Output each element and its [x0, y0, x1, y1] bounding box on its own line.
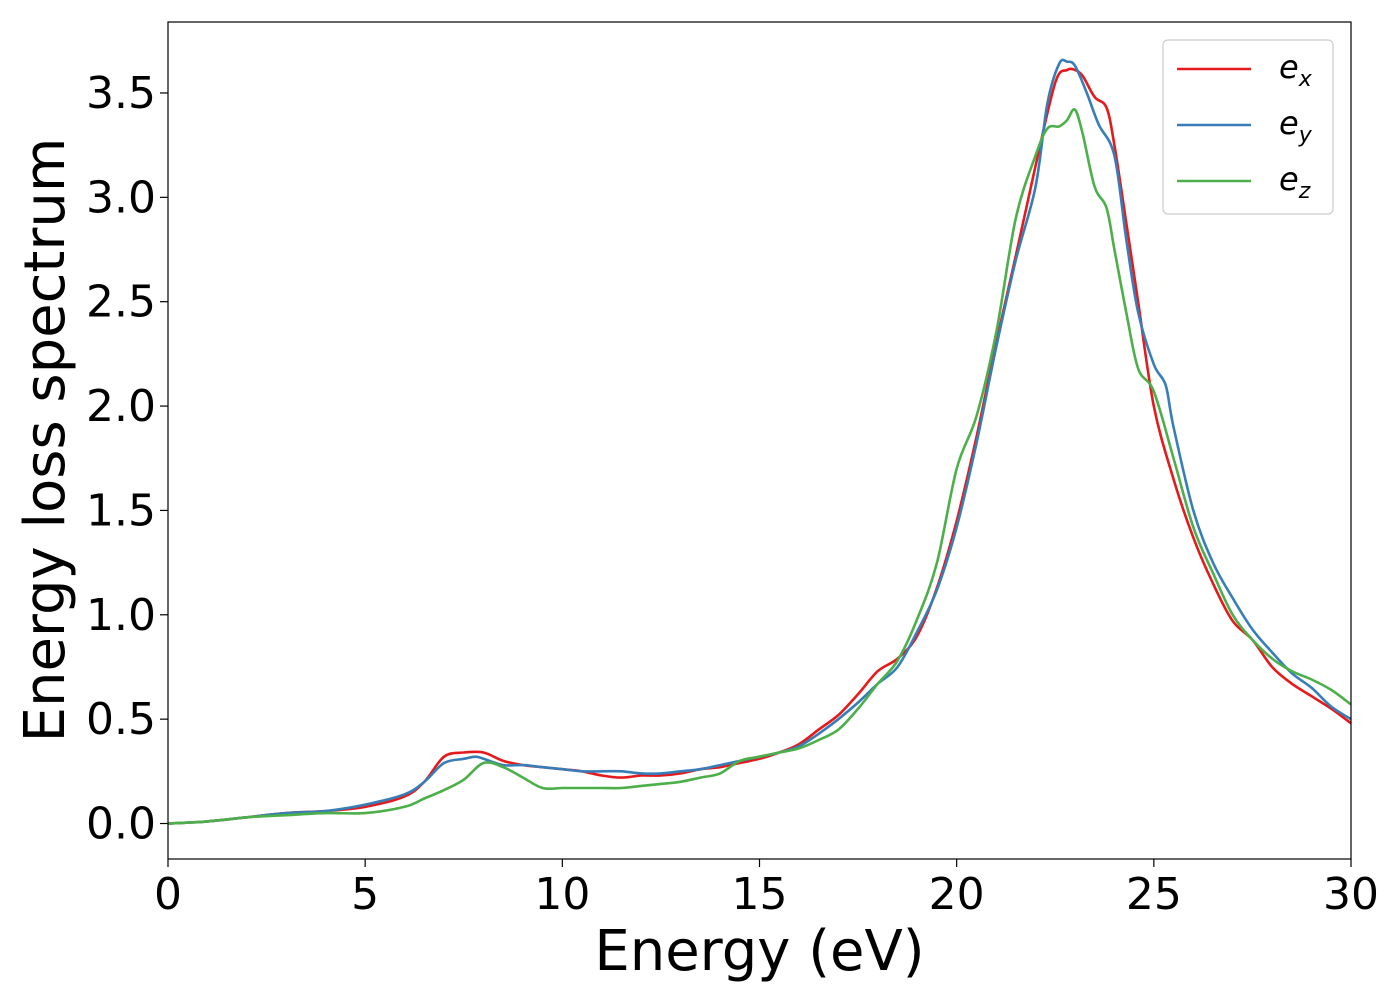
legend-box	[1162, 39, 1334, 215]
x-tick-label: 15	[732, 869, 788, 920]
y-tick-label: 0.0	[86, 799, 156, 850]
plot-area	[168, 22, 1351, 859]
y-tick-label: 2.5	[86, 277, 156, 328]
series-layer	[167, 58, 1352, 825]
y-tick-label: 3.0	[86, 172, 156, 223]
x-tick-label: 30	[1323, 869, 1379, 920]
series-line-z	[167, 108, 1352, 825]
y-axis-label: Energy loss spectrum	[13, 138, 78, 743]
y-tick-label: 1.5	[86, 485, 156, 536]
series-line-x	[167, 67, 1352, 825]
y-ticks: 0.0 0.5 1.0 1.5 2.0 2.5 3.0 3.5	[86, 68, 168, 850]
y-tick-label: 1.0	[86, 590, 156, 641]
x-tick-label: 0	[154, 869, 182, 920]
x-tick-label: 25	[1126, 869, 1182, 920]
legend-label-z: ez	[1279, 160, 1311, 204]
x-tick-label: 5	[351, 869, 379, 920]
x-tick-label: 10	[534, 869, 590, 920]
x-ticks: 0 5 10 15 20 25 30	[154, 859, 1379, 920]
legend-label-x: ex	[1279, 48, 1313, 92]
x-tick-label: 20	[929, 869, 985, 920]
legend: ex ey ez	[1162, 39, 1334, 215]
y-tick-label: 0.5	[86, 694, 156, 745]
y-tick-label: 2.0	[86, 381, 156, 432]
y-tick-label: 3.5	[86, 68, 156, 119]
x-axis-label: Energy (eV)	[594, 919, 924, 984]
legend-label-y: ey	[1279, 104, 1313, 148]
